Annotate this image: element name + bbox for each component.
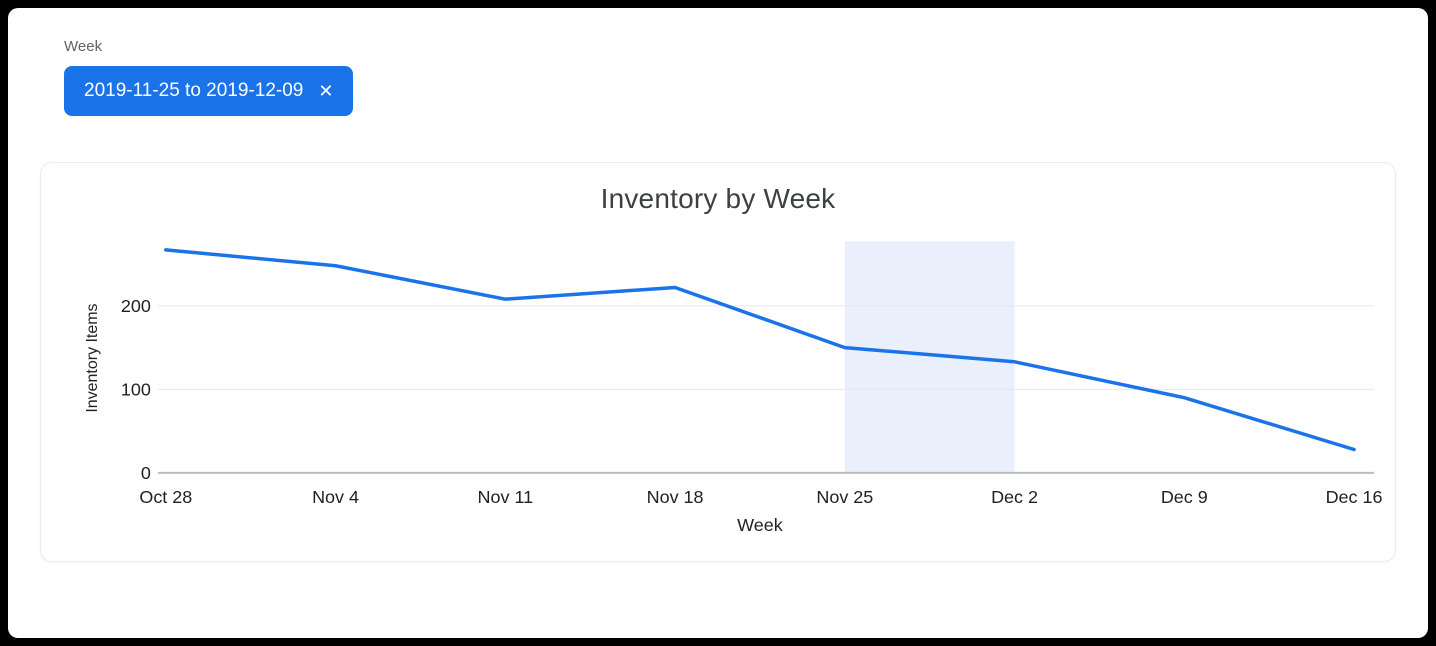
date-range-filter-chip[interactable]: 2019-11-25 to 2019-12-09 ✕ xyxy=(64,66,354,116)
chart-title: Inventory by Week xyxy=(600,183,836,214)
series-line[interactable] xyxy=(164,248,1356,452)
filter-area: Week 2019-11-25 to 2019-12-09 ✕ xyxy=(8,8,1428,116)
x-tick-label: Dec 2 xyxy=(991,487,1038,507)
x-tick-label: Nov 25 xyxy=(816,487,873,507)
y-axis-title: Inventory Items xyxy=(84,303,101,412)
x-axis-title: Week xyxy=(737,515,784,535)
date-range-chip-label: 2019-11-25 to 2019-12-09 xyxy=(84,80,304,101)
inventory-line-chart[interactable]: 0 100 200 Oct 28 Nov 4 Nov 11 Nov 18 Nov 25 Dec … xyxy=(41,215,1395,553)
x-tick-label: Dec 9 xyxy=(1161,487,1208,507)
dashboard-page: Week 2019-11-25 to 2019-12-09 ✕ Inventor… xyxy=(8,8,1428,638)
x-tick-label: Oct 28 xyxy=(139,487,192,507)
close-icon[interactable]: ✕ xyxy=(318,81,334,101)
filter-label: Week xyxy=(64,38,103,55)
selection-band[interactable] xyxy=(844,241,1015,473)
y-tick-label: 0 xyxy=(141,463,151,483)
x-tick-label: Nov 18 xyxy=(647,487,704,507)
x-tick-label: Nov 4 xyxy=(312,487,359,507)
x-tick-label: Nov 11 xyxy=(478,487,534,507)
y-tick-label: 200 xyxy=(121,296,151,316)
x-tick-label: Dec 16 xyxy=(1326,487,1383,507)
chart-card: Inventory by Week 0 100 200 Oct 28 Nov 4 Nov … xyxy=(40,162,1396,562)
y-tick-label: 100 xyxy=(121,379,151,399)
